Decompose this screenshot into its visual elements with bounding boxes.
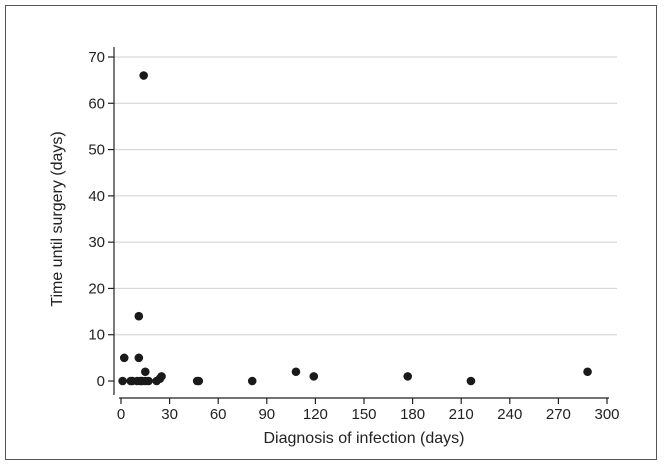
y-tick-label: 50 — [88, 142, 105, 159]
y-tick-label: 20 — [88, 280, 105, 297]
data-point — [134, 353, 144, 363]
data-point — [466, 376, 476, 386]
x-tick-label: 60 — [210, 406, 227, 423]
y-tick-label: 40 — [88, 188, 105, 205]
data-point — [403, 372, 413, 381]
data-point — [194, 376, 204, 386]
y-tick-label: 60 — [88, 95, 105, 112]
x-tick-label: 240 — [497, 406, 522, 423]
y-tick-label: 30 — [88, 234, 105, 251]
y-tick-label: 10 — [88, 327, 105, 344]
x-tick-label: 300 — [594, 406, 619, 423]
x-tick-label: 150 — [351, 406, 376, 423]
y-axis-title: Time until surgery (days) — [49, 131, 66, 306]
data-points — [118, 71, 592, 386]
data-point — [144, 376, 153, 386]
data-point — [157, 372, 166, 381]
data-point — [309, 372, 319, 381]
data-point — [118, 376, 127, 386]
data-point — [247, 376, 257, 386]
x-tick-label: 120 — [303, 406, 328, 423]
data-point — [141, 367, 150, 377]
data-point — [291, 367, 301, 377]
x-tick-label: 90 — [258, 406, 275, 423]
x-axis-title: Diagnosis of infection (days) — [264, 430, 465, 447]
data-point — [583, 367, 592, 377]
x-tick-label: 270 — [546, 406, 571, 423]
x-tick-label: 180 — [400, 406, 425, 423]
data-point — [139, 71, 148, 80]
axes: 0 10 20 30 40 50 60 70 0 30 60 90 120 150 180 210 240 270… — [88, 47, 620, 423]
x-tick-label: 30 — [161, 406, 178, 423]
x-tick-label: 0 — [117, 406, 125, 423]
y-tick-label: 70 — [88, 49, 105, 66]
y-tick-label: 0 — [97, 373, 105, 390]
data-point — [119, 353, 129, 363]
data-point — [134, 311, 144, 321]
x-tick-label: 210 — [449, 406, 474, 423]
gridlines — [114, 56, 617, 336]
